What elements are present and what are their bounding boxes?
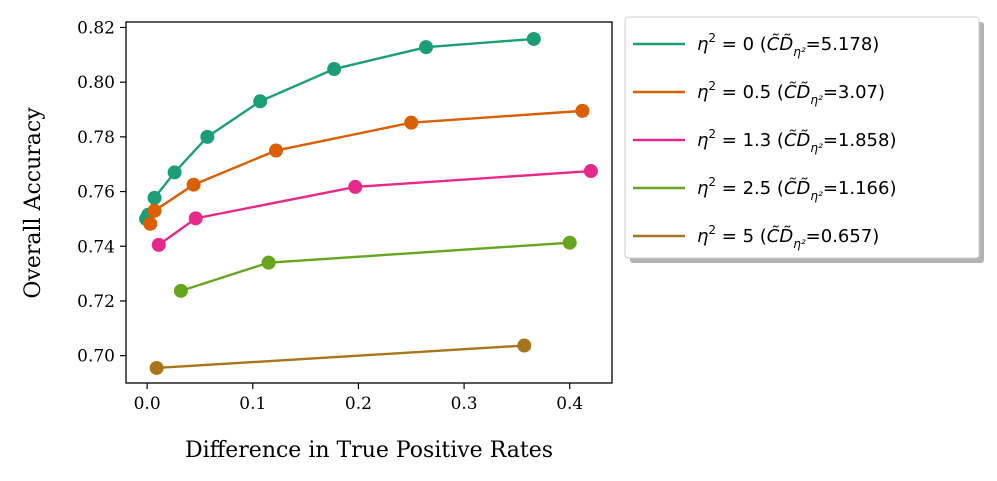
data-point <box>173 283 188 298</box>
legend-entry: η2 = 5 (C̃D̃η²=0.657) <box>633 223 879 251</box>
y-tick-label: 0.80 <box>77 73 115 93</box>
x-axis: 0.0 0.1 0.2 0.3 0.4 <box>134 383 583 414</box>
legend-entry: η2 = 1.3 (C̃D̃η²=1.858) <box>633 127 896 155</box>
y-tick-label: 0.74 <box>77 237 115 257</box>
axes-frame <box>125 21 613 384</box>
series-1 <box>143 103 590 231</box>
x-axis-label: Difference in True Positive Rates <box>185 438 553 463</box>
data-point <box>151 237 166 252</box>
data-point <box>404 115 419 130</box>
data-point <box>575 103 590 118</box>
series-0 <box>139 31 541 226</box>
x-tick-label: 0.1 <box>239 394 266 414</box>
legend-label: η2 = 2.5 (C̃D̃η²=1.166) <box>697 175 896 203</box>
legend: η2 = 0 (C̃D̃η²=5.178) η2 = 0.5 (C̃D̃η²=3.… <box>624 16 984 263</box>
data-point <box>526 31 541 46</box>
data-point <box>419 40 434 55</box>
legend-entry: η2 = 2.5 (C̃D̃η²=1.166) <box>633 175 896 203</box>
series-line <box>180 241 570 292</box>
legend-label: η2 = 1.3 (C̃D̃η²=1.858) <box>697 127 896 155</box>
data-point <box>143 216 158 231</box>
legend-entry: η2 = 0 (C̃D̃η²=5.178) <box>633 31 879 59</box>
data-point <box>186 177 201 192</box>
data-point <box>517 338 532 353</box>
y-tick-label: 0.82 <box>77 18 115 38</box>
data-point <box>147 190 162 205</box>
data-point <box>149 360 164 375</box>
y-tick-label: 0.70 <box>77 347 115 367</box>
data-point <box>583 164 598 179</box>
legend-label: η2 = 5 (C̃D̃η²=0.657) <box>697 223 879 251</box>
data-point <box>269 143 284 158</box>
legend-box <box>624 16 980 259</box>
x-tick-label: 0.2 <box>345 394 372 414</box>
legend-label: η2 = 0.5 (C̃D̃η²=3.07) <box>697 79 885 107</box>
x-tick-label: 0.4 <box>556 394 583 414</box>
series-line <box>149 109 583 225</box>
series-2 <box>151 164 598 252</box>
y-tick-label: 0.78 <box>77 128 115 148</box>
data-point <box>200 129 215 144</box>
x-tick-label: 0.0 <box>134 394 161 414</box>
series-line <box>156 344 525 370</box>
data-point <box>327 62 342 77</box>
x-tick-label: 0.3 <box>451 394 478 414</box>
series-line <box>158 169 591 246</box>
data-point <box>147 203 162 218</box>
y-tick-label: 0.76 <box>77 183 115 203</box>
series-3 <box>173 235 577 298</box>
series-4 <box>149 338 532 375</box>
plot-area <box>139 31 598 375</box>
data-point <box>167 165 182 180</box>
y-axis-label: Overall Accuracy <box>21 107 46 299</box>
y-axis: 0.70 0.72 0.74 0.76 0.78 0.80 0.82 <box>77 18 126 367</box>
y-tick-label: 0.72 <box>77 292 115 312</box>
data-point <box>188 211 203 226</box>
legend-label: η2 = 0 (C̃D̃η²=5.178) <box>697 31 879 59</box>
legend-entry: η2 = 0.5 (C̃D̃η²=3.07) <box>633 79 885 107</box>
data-point <box>348 179 363 194</box>
data-point <box>261 255 276 270</box>
data-point <box>562 235 577 250</box>
data-point <box>253 94 268 109</box>
